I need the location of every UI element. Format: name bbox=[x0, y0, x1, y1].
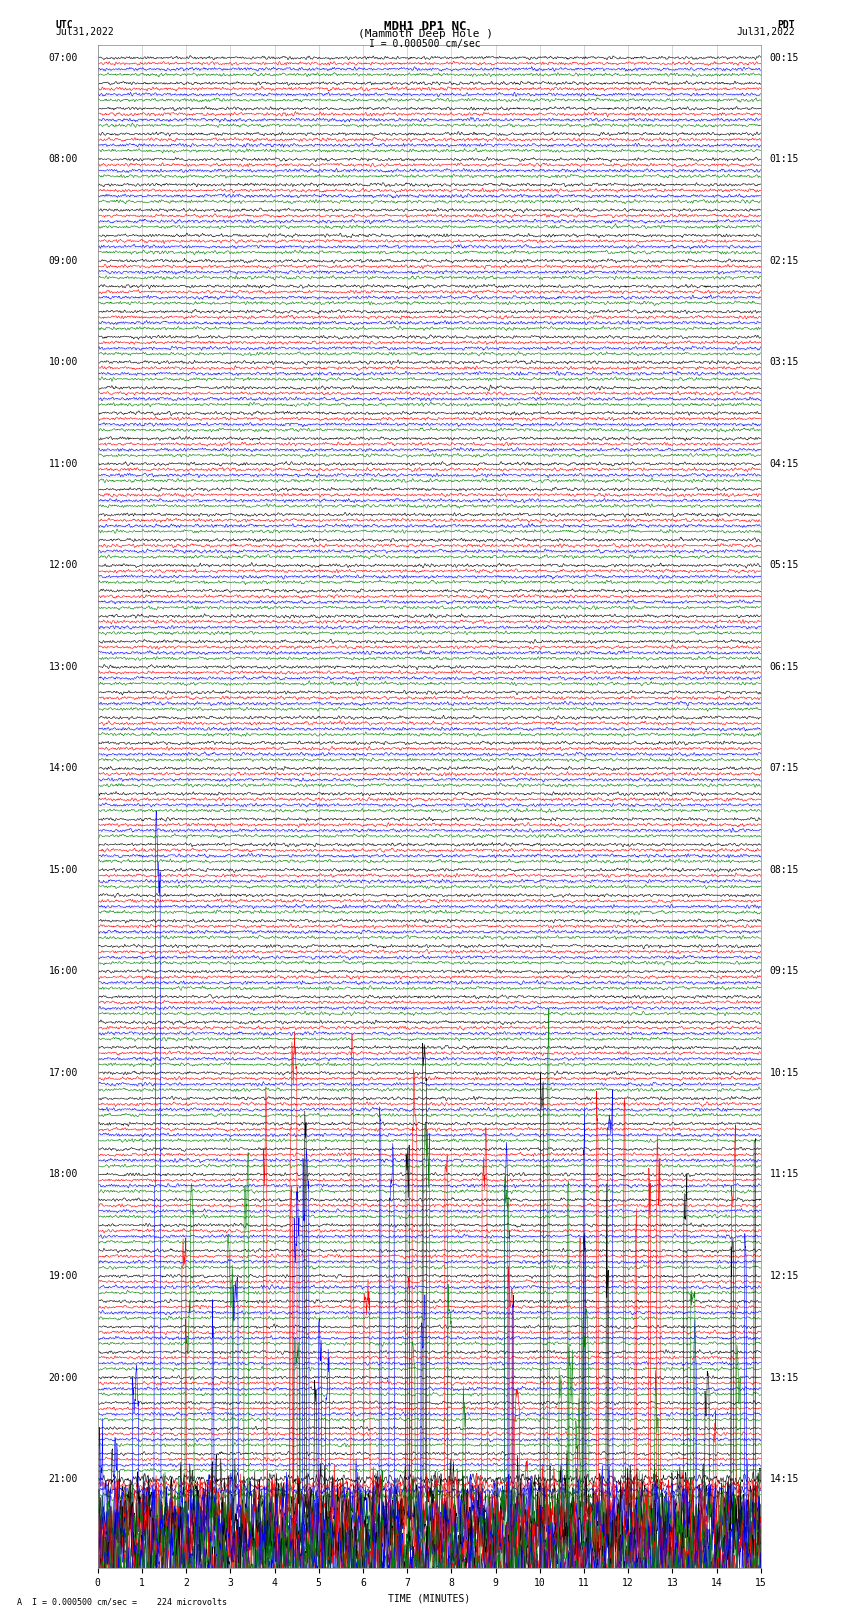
Text: 05:15: 05:15 bbox=[769, 560, 799, 571]
Text: 08:00: 08:00 bbox=[48, 155, 78, 165]
Text: 07:15: 07:15 bbox=[769, 763, 799, 773]
Text: Jul31,2022: Jul31,2022 bbox=[736, 27, 795, 37]
Text: 04:15: 04:15 bbox=[769, 460, 799, 469]
Text: 19:00: 19:00 bbox=[48, 1271, 78, 1281]
Text: 09:00: 09:00 bbox=[48, 256, 78, 266]
Text: 17:00: 17:00 bbox=[48, 1068, 78, 1077]
Text: 01:15: 01:15 bbox=[769, 155, 799, 165]
Text: 08:15: 08:15 bbox=[769, 865, 799, 874]
X-axis label: TIME (MINUTES): TIME (MINUTES) bbox=[388, 1594, 470, 1603]
Text: I = 0.000500 cm/sec: I = 0.000500 cm/sec bbox=[369, 39, 481, 48]
Text: 13:15: 13:15 bbox=[769, 1373, 799, 1382]
Text: UTC: UTC bbox=[55, 19, 73, 31]
Text: 12:15: 12:15 bbox=[769, 1271, 799, 1281]
Text: 06:15: 06:15 bbox=[769, 661, 799, 673]
Text: 11:15: 11:15 bbox=[769, 1169, 799, 1179]
Text: 10:00: 10:00 bbox=[48, 358, 78, 368]
Text: 00:15: 00:15 bbox=[769, 53, 799, 63]
Text: 16:00: 16:00 bbox=[48, 966, 78, 976]
Text: 21:00: 21:00 bbox=[48, 1474, 78, 1484]
Text: 20:00: 20:00 bbox=[48, 1373, 78, 1382]
Text: 15:00: 15:00 bbox=[48, 865, 78, 874]
Text: 14:15: 14:15 bbox=[769, 1474, 799, 1484]
Text: 18:00: 18:00 bbox=[48, 1169, 78, 1179]
Text: A  I = 0.000500 cm/sec =    224 microvolts: A I = 0.000500 cm/sec = 224 microvolts bbox=[17, 1597, 227, 1607]
Text: 03:15: 03:15 bbox=[769, 358, 799, 368]
Text: 07:00: 07:00 bbox=[48, 53, 78, 63]
Text: MDH1 DP1 NC: MDH1 DP1 NC bbox=[383, 19, 467, 34]
Text: 12:00: 12:00 bbox=[48, 560, 78, 571]
Text: 09:15: 09:15 bbox=[769, 966, 799, 976]
Text: 10:15: 10:15 bbox=[769, 1068, 799, 1077]
Text: 14:00: 14:00 bbox=[48, 763, 78, 773]
Text: 02:15: 02:15 bbox=[769, 256, 799, 266]
Text: 13:00: 13:00 bbox=[48, 661, 78, 673]
Text: PDT: PDT bbox=[777, 19, 795, 31]
Text: (Mammoth Deep Hole ): (Mammoth Deep Hole ) bbox=[358, 29, 492, 39]
Text: 11:00: 11:00 bbox=[48, 460, 78, 469]
Text: Jul31,2022: Jul31,2022 bbox=[55, 27, 114, 37]
